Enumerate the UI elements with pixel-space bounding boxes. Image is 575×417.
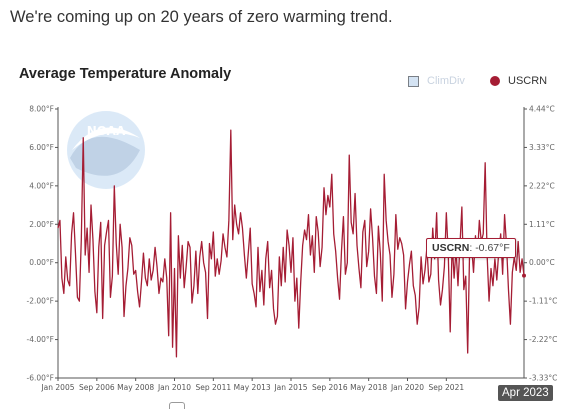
- y-tick-label-right: -1.11°C: [529, 297, 557, 306]
- x-tick-label: May 2018: [350, 383, 387, 392]
- y-tick-label-right: 0.00°C: [529, 258, 555, 267]
- x-tick-label: May 2013: [234, 383, 271, 392]
- x-tick-label: May 2008: [117, 383, 154, 392]
- scroll-handle[interactable]: [169, 402, 185, 409]
- x-tick-label: Jan 2015: [273, 383, 307, 392]
- uscrn-series-line: [57, 129, 525, 358]
- y-tick-label-right: -3.33°C: [529, 374, 557, 383]
- legend-item-climdiv[interactable]: ClimDiv: [408, 75, 465, 87]
- value-tooltip: USCRN: -0.67°F: [426, 238, 516, 258]
- tooltip-value: -0.67°F: [475, 242, 510, 254]
- x-tick-label: Jan 2020: [390, 383, 424, 392]
- logo-text: NOAA: [87, 124, 126, 138]
- y-tick-label-left: 0.00°F: [29, 258, 54, 267]
- x-tick-label: Jan 2005: [40, 383, 74, 392]
- noaa-logo: NOAA: [67, 111, 145, 189]
- y-tick-label-left: -2.00°F: [27, 297, 54, 306]
- y-tick-label-left: 2.00°F: [29, 220, 54, 229]
- y-tick-label-left: 8.00°F: [29, 105, 54, 114]
- tooltip-series: USCRN: [432, 242, 470, 254]
- y-tick-label-right: 2.22°C: [529, 181, 555, 190]
- legend-label-uscrn: USCRN: [508, 75, 548, 87]
- x-tick-label: Sep 2011: [196, 383, 232, 392]
- x-date-tooltip: Apr 2023: [498, 385, 553, 401]
- x-tick-label: Sep 2016: [312, 383, 348, 392]
- y-tick-label-right: 4.44°C: [529, 105, 555, 114]
- x-tick-label: Jan 2010: [157, 383, 191, 392]
- y-tick-label-right: 1.11°C: [529, 220, 555, 229]
- y-tick-label-left: 6.00°F: [29, 143, 54, 152]
- y-tick-label-right: 3.33°C: [529, 143, 555, 152]
- x-tick-label: Sep 2006: [79, 383, 115, 392]
- x-tick-label: Sep 2021: [429, 383, 465, 392]
- chart-title: Average Temperature Anomaly: [19, 66, 232, 82]
- legend-label-climdiv: ClimDiv: [427, 75, 465, 87]
- circle-icon: [490, 76, 500, 86]
- hover-marker: [522, 273, 526, 278]
- chart-legend: ClimDiv USCRN: [400, 75, 570, 91]
- headline: We're coming up on 20 years of zero warm…: [10, 8, 393, 26]
- y-tick-label-left: -6.00°F: [27, 374, 54, 383]
- tooltip-separator: :: [469, 242, 476, 254]
- y-tick-label-left: 4.00°F: [29, 181, 54, 190]
- legend-item-uscrn[interactable]: USCRN: [490, 75, 547, 87]
- square-icon: [408, 75, 419, 87]
- y-tick-label-right: -2.22°C: [529, 335, 557, 344]
- y-tick-label-left: -4.00°F: [27, 335, 54, 344]
